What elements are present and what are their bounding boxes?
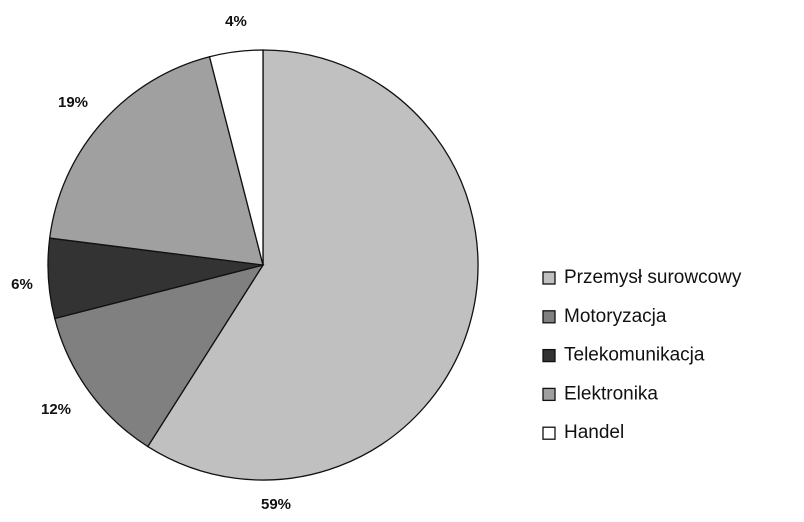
data-label: 6% — [11, 276, 33, 293]
legend-label: Telekomunikacja — [564, 345, 705, 366]
legend-swatch — [542, 271, 556, 285]
legend-swatch — [542, 310, 556, 324]
data-label: 4% — [225, 13, 247, 30]
legend-label: Przemysł surowcowy — [564, 267, 742, 288]
pie-slice — [208, 49, 264, 266]
legend-swatch — [542, 387, 556, 402]
legend-swatch — [542, 348, 556, 363]
legend-label: Handel — [564, 422, 624, 443]
legend-swatch — [542, 426, 556, 440]
pie-slice — [48, 55, 264, 266]
data-label: 59% — [261, 496, 291, 513]
legend-label: Elektronika — [564, 383, 658, 404]
data-label: 19% — [58, 94, 88, 111]
pie-slice — [146, 49, 479, 481]
pie-slice — [53, 263, 265, 448]
legend-label: Motoryzacja — [564, 306, 667, 327]
data-label: 12% — [41, 401, 71, 418]
